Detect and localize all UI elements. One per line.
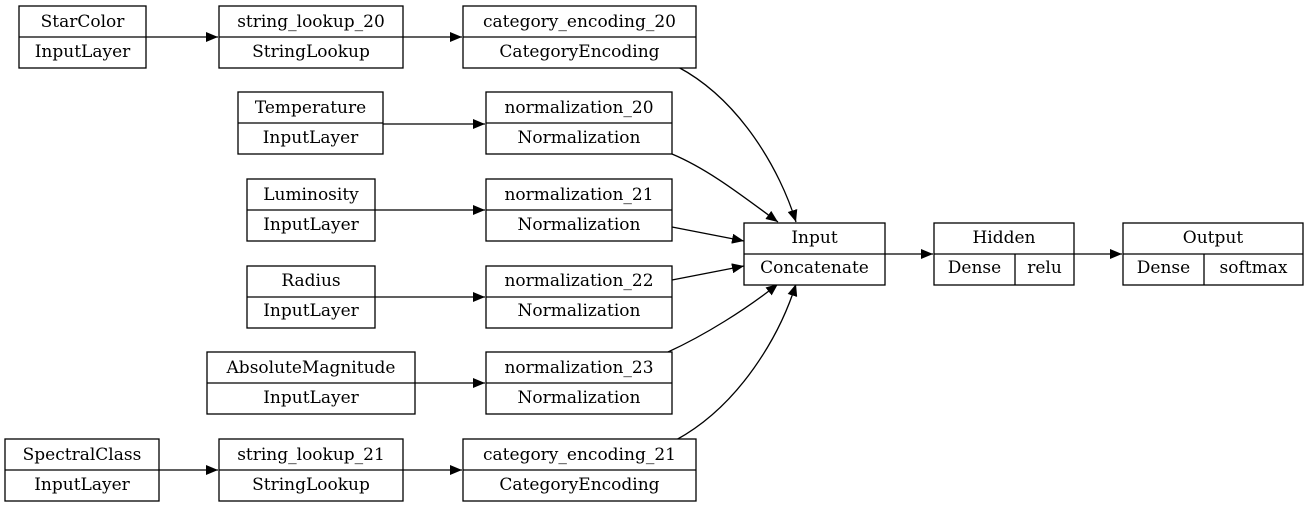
layer-type: InputLayer [263, 215, 359, 235]
layer-name: Radius [281, 271, 340, 291]
layer-type: Normalization [518, 388, 641, 408]
node-luminosity: Luminosity InputLayer [246, 178, 376, 242]
layer-type: InputLayer [263, 301, 359, 321]
layer-type: InputLayer [263, 388, 359, 408]
node-input: Input Concatenate [743, 222, 886, 286]
node-hidden: Hidden Dense relu [933, 222, 1075, 286]
edge-category-encoding-21-to-input [675, 283, 798, 441]
layer-name: normalization_20 [504, 98, 653, 118]
layer-type: Normalization [518, 301, 641, 321]
layer-type: StringLookup [252, 475, 370, 495]
layer-type: Dense [948, 258, 1001, 278]
layer-type: CategoryEncoding [499, 475, 659, 495]
edge-normalization-23-to-input [667, 283, 779, 353]
layer-type: Concatenate [760, 258, 869, 278]
layer-activation: relu [1027, 258, 1062, 278]
layer-name: normalization_23 [504, 358, 653, 378]
layer-name: SpectralClass [23, 445, 142, 465]
node-normalization-23: normalization_23 Normalization [485, 351, 673, 415]
layer-name: Temperature [255, 98, 366, 118]
node-temperature: Temperature InputLayer [237, 91, 384, 155]
layer-name: Output [1183, 228, 1244, 248]
layer-activation: softmax [1220, 258, 1288, 278]
layer-name: Hidden [972, 228, 1035, 248]
node-spectralclass: SpectralClass InputLayer [4, 438, 160, 502]
layer-type: InputLayer [35, 42, 131, 62]
node-absolutemagnitude: AbsoluteMagnitude InputLayer [206, 351, 416, 415]
edge-normalization-21-to-input [671, 226, 745, 244]
layer-name: normalization_21 [504, 185, 653, 205]
node-normalization-20: normalization_20 Normalization [485, 91, 673, 155]
node-category-encoding-20: category_encoding_20 CategoryEncoding [462, 5, 697, 69]
edge-category-encoding-20-to-input [677, 66, 798, 223]
layer-type: CategoryEncoding [499, 42, 659, 62]
node-output: Output Dense softmax [1122, 222, 1304, 286]
layer-name: Input [791, 228, 837, 248]
node-normalization-22: normalization_22 Normalization [485, 265, 673, 329]
layer-type: Normalization [518, 215, 641, 235]
node-radius: Radius InputLayer [246, 265, 376, 329]
layer-type: Normalization [518, 128, 641, 148]
layer-type: StringLookup [252, 42, 370, 62]
layer-name: string_lookup_20 [237, 12, 385, 32]
node-normalization-21: normalization_21 Normalization [485, 178, 673, 242]
layer-name: AbsoluteMagnitude [226, 358, 396, 378]
node-starcolor: StarColor InputLayer [18, 5, 147, 69]
layer-name: Luminosity [263, 185, 359, 205]
layer-type: InputLayer [34, 475, 130, 495]
node-string-lookup-21: string_lookup_21 StringLookup [218, 438, 404, 502]
layer-name: normalization_22 [504, 271, 653, 291]
layer-type: Dense [1137, 258, 1190, 278]
layer-name: StarColor [41, 12, 126, 32]
node-category-encoding-21: category_encoding_21 CategoryEncoding [462, 438, 697, 502]
layer-name: category_encoding_21 [483, 445, 676, 465]
edge-normalization-20-to-input [671, 153, 779, 223]
edge-normalization-22-to-input [671, 263, 745, 281]
layer-name: string_lookup_21 [237, 445, 385, 465]
layer-type: InputLayer [263, 128, 359, 148]
node-string-lookup-20: string_lookup_20 StringLookup [218, 5, 404, 69]
layer-name: category_encoding_20 [483, 12, 676, 32]
